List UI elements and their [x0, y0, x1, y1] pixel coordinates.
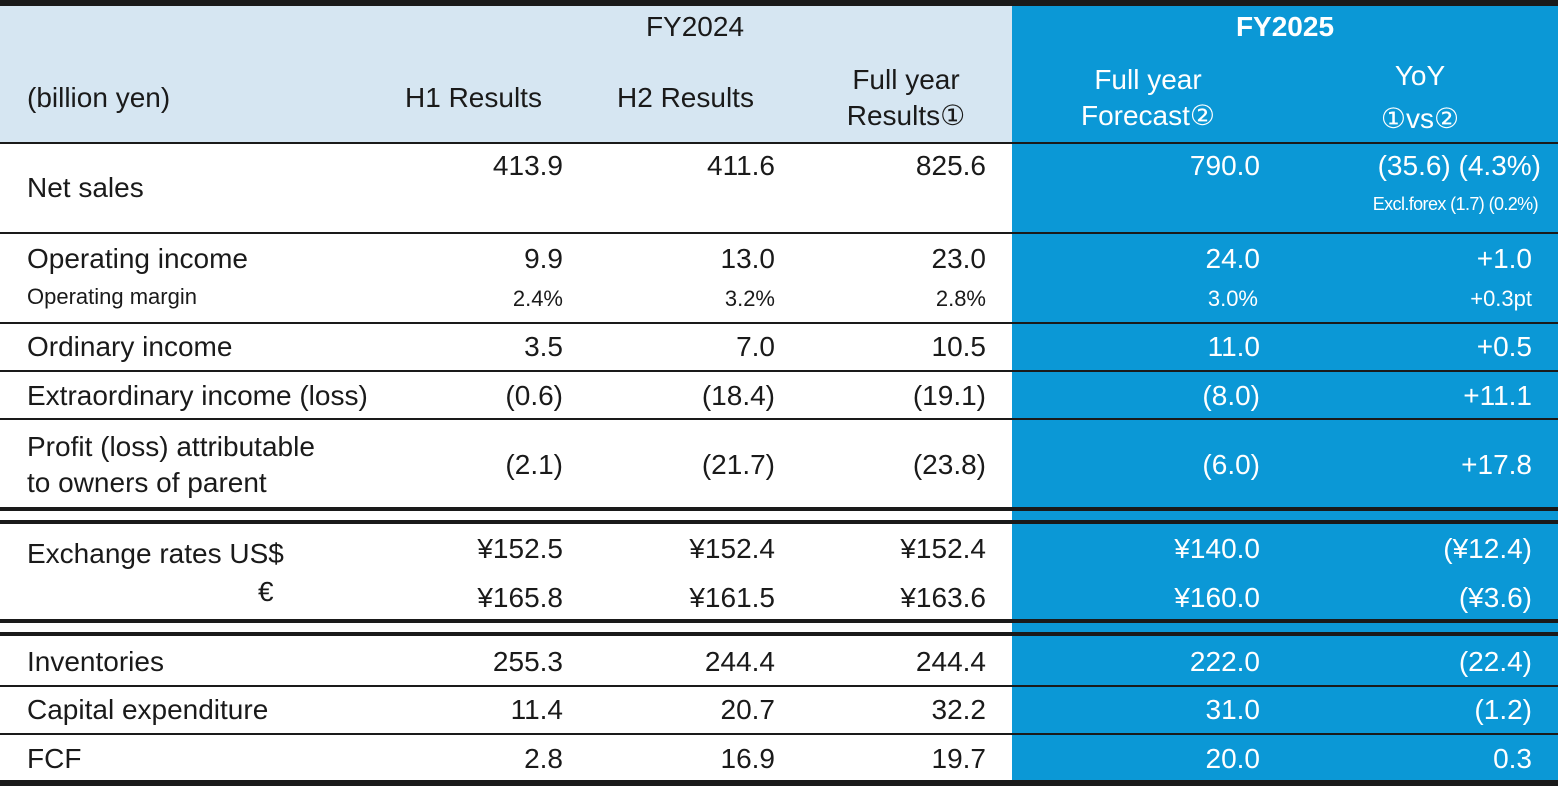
cell-net-sales-forecast: 790.0: [1189, 150, 1260, 181]
cell-net-sales-h2: 411.6: [707, 150, 775, 181]
rule-inventories: [0, 685, 1558, 687]
rule-extraordinary: [0, 418, 1558, 420]
row-label-exchange-usd: Exchange rates US$: [27, 538, 284, 569]
cell-net-sales-yoy-note: Excl.forex (1.7) (0.2%): [1372, 194, 1539, 214]
cell-profit-forecast: (6.0): [1202, 449, 1260, 480]
row-label-profit-line2: to owners of parent: [27, 467, 267, 498]
row-label-operating-margin: Operating margin: [27, 284, 197, 309]
row-label-exchange-eur: €: [258, 576, 274, 607]
rule-operating: [0, 322, 1558, 324]
cell-fcf-yoy: 0.3: [1493, 743, 1532, 774]
row-label-extraordinary-income: Extraordinary income (loss): [27, 380, 368, 411]
cell-net-sales-h1: 413.9: [492, 150, 563, 181]
col-header-forecast-line1: Full year: [1094, 64, 1202, 95]
cell-inventories-full: 244.4: [915, 646, 986, 677]
cell-ordinary-income-h2: 7.0: [736, 331, 775, 362]
cell-inventories-h1: 255.3: [492, 646, 563, 677]
cell-extraordinary-yoy: +11.1: [1463, 380, 1532, 411]
rule-net-sales: [0, 232, 1558, 234]
cell-operating-income-yoy: +1.0: [1476, 243, 1532, 274]
row-label-operating-income: Operating income: [27, 243, 249, 274]
cell-fcf-full: 19.7: [931, 743, 987, 774]
cell-extraordinary-forecast: (8.0): [1202, 380, 1260, 411]
cell-operating-income-full: 23.0: [931, 243, 987, 274]
cell-extraordinary-h2: (18.4): [701, 380, 775, 411]
cell-fx-usd-yoy: (¥12.4): [1443, 533, 1532, 564]
cell-fx-eur-h1: ¥165.8: [477, 582, 563, 613]
cell-inventories-h2: 244.4: [704, 646, 775, 677]
cell-operating-margin-forecast: 3.0%: [1207, 286, 1258, 311]
row-label-capex: Capital expenditure: [27, 694, 269, 725]
cell-ordinary-income-h1: 3.5: [524, 331, 563, 362]
cell-profit-yoy: +17.8: [1461, 449, 1532, 480]
fy2024-header-background: [0, 0, 1012, 143]
fy2025-column-background: [1012, 0, 1558, 786]
rule-ordinary: [0, 370, 1558, 372]
rule-bottom: [0, 780, 1558, 786]
cell-fx-eur-full: ¥163.6: [900, 582, 986, 613]
cell-profit-full: (23.8): [912, 449, 986, 480]
col-header-full-year-line1: Full year: [852, 64, 960, 95]
cell-fx-usd-h1: ¥152.5: [477, 533, 563, 564]
cell-operating-income-h1: 9.9: [524, 243, 563, 274]
rule-section1-end-b: [0, 520, 1558, 524]
col-header-forecast-line2: Forecast②: [1080, 100, 1216, 131]
cell-ordinary-income-full: 10.5: [931, 331, 987, 362]
cell-capex-forecast: 31.0: [1205, 694, 1261, 725]
row-label-inventories: Inventories: [27, 646, 164, 677]
row-label-profit-line1: Profit (loss) attributable: [27, 431, 315, 462]
rule-header-bottom: [0, 142, 1558, 144]
row-label-ordinary-income: Ordinary income: [27, 331, 233, 362]
rule-section2-end-b: [0, 632, 1558, 636]
col-header-h1: H1 Results: [405, 82, 542, 113]
rule-top: [0, 0, 1558, 6]
cell-capex-full: 32.2: [931, 694, 987, 725]
cell-fx-eur-yoy: (¥3.6): [1458, 582, 1532, 613]
cell-fcf-forecast: 20.0: [1205, 743, 1261, 774]
cell-extraordinary-h1: (0.6): [505, 380, 563, 411]
cell-fx-usd-full: ¥152.4: [900, 533, 986, 564]
cell-operating-margin-yoy: +0.3pt: [1470, 286, 1532, 311]
cell-operating-margin-h1: 2.4%: [512, 286, 563, 311]
cell-profit-h2: (21.7): [701, 449, 775, 480]
cell-fx-eur-h2: ¥161.5: [689, 582, 775, 613]
cell-fcf-h1: 2.8: [524, 743, 563, 774]
col-header-h2: H2 Results: [617, 82, 754, 113]
cell-operating-margin-full: 2.8%: [935, 286, 986, 311]
rule-section1-end-a: [0, 507, 1558, 511]
cell-extraordinary-full: (19.1): [912, 380, 986, 411]
col-header-yoy-line1: YoY: [1394, 60, 1446, 91]
cell-fcf-h2: 16.9: [720, 743, 776, 774]
cell-net-sales-yoy: (35.6) (4.3%): [1377, 150, 1541, 181]
fy2025-group-header: FY2025: [1235, 11, 1335, 42]
cell-operating-margin-h2: 3.2%: [724, 286, 775, 311]
cell-fx-usd-forecast: ¥140.0: [1174, 533, 1260, 564]
fy2024-group-header: FY2024: [645, 11, 745, 42]
cell-inventories-yoy: (22.4): [1458, 646, 1532, 677]
col-header-full-year-line2: Results①: [846, 100, 966, 131]
cell-ordinary-income-forecast: 11.0: [1207, 331, 1260, 362]
col-header-yoy-line2: ①vs②: [1380, 103, 1460, 134]
cell-fx-usd-h2: ¥152.4: [689, 533, 775, 564]
cell-fx-eur-forecast: ¥160.0: [1174, 582, 1260, 613]
cell-ordinary-income-yoy: +0.5: [1476, 331, 1532, 362]
cell-inventories-forecast: 222.0: [1189, 646, 1260, 677]
cell-capex-yoy: (1.2): [1474, 694, 1532, 725]
unit-label: (billion yen): [27, 82, 171, 113]
row-label-fcf: FCF: [27, 743, 82, 774]
cell-net-sales-full: 825.6: [915, 150, 986, 181]
rule-capex: [0, 733, 1558, 735]
cell-capex-h1: 11.4: [510, 694, 563, 725]
cell-operating-income-h2: 13.0: [720, 243, 776, 274]
row-label-net-sales: Net sales: [27, 172, 144, 203]
cell-capex-h2: 20.7: [720, 694, 776, 725]
cell-operating-income-forecast: 24.0: [1205, 243, 1261, 274]
cell-profit-h1: (2.1): [505, 449, 563, 480]
rule-section2-end-a: [0, 619, 1558, 623]
